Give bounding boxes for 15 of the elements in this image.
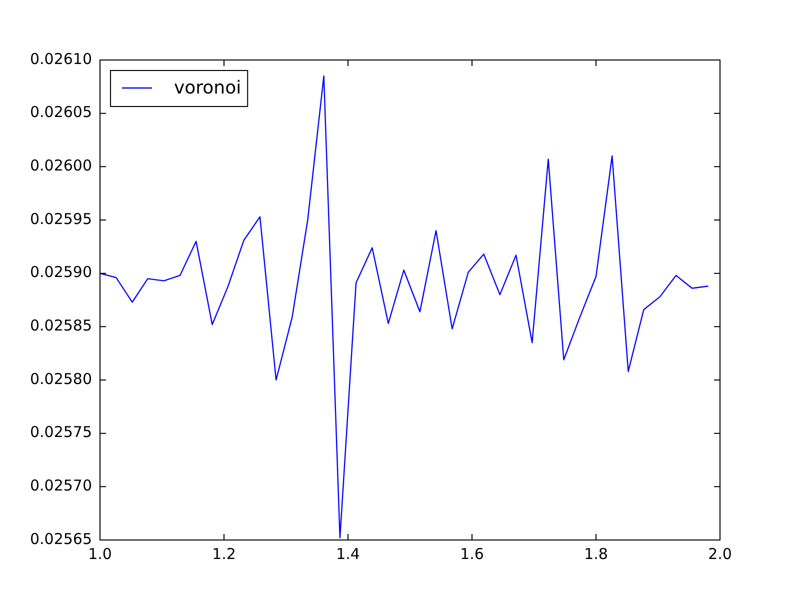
y-tick-label: 0.02605	[30, 103, 92, 122]
x-tick-label: 1.4	[336, 544, 360, 563]
y-tick-label: 0.02590	[30, 263, 92, 282]
y-tick-label: 0.02580	[30, 370, 92, 388]
x-tick-label: 2.0	[708, 544, 732, 563]
x-tick-label: 1.8	[584, 544, 608, 563]
x-tick-label: 1.6	[460, 544, 484, 563]
y-tick-label: 0.02595	[30, 210, 92, 228]
y-tick-label: 0.02585	[30, 316, 92, 335]
y-tick-label: 0.02600	[30, 156, 92, 175]
y-tick-label: 0.02610	[30, 50, 92, 68]
y-tick-label: 0.02570	[30, 476, 92, 495]
y-tick-label: 0.02575	[30, 423, 92, 442]
legend-label: voronoi	[174, 78, 242, 99]
x-tick-label: 1.2	[212, 544, 236, 563]
